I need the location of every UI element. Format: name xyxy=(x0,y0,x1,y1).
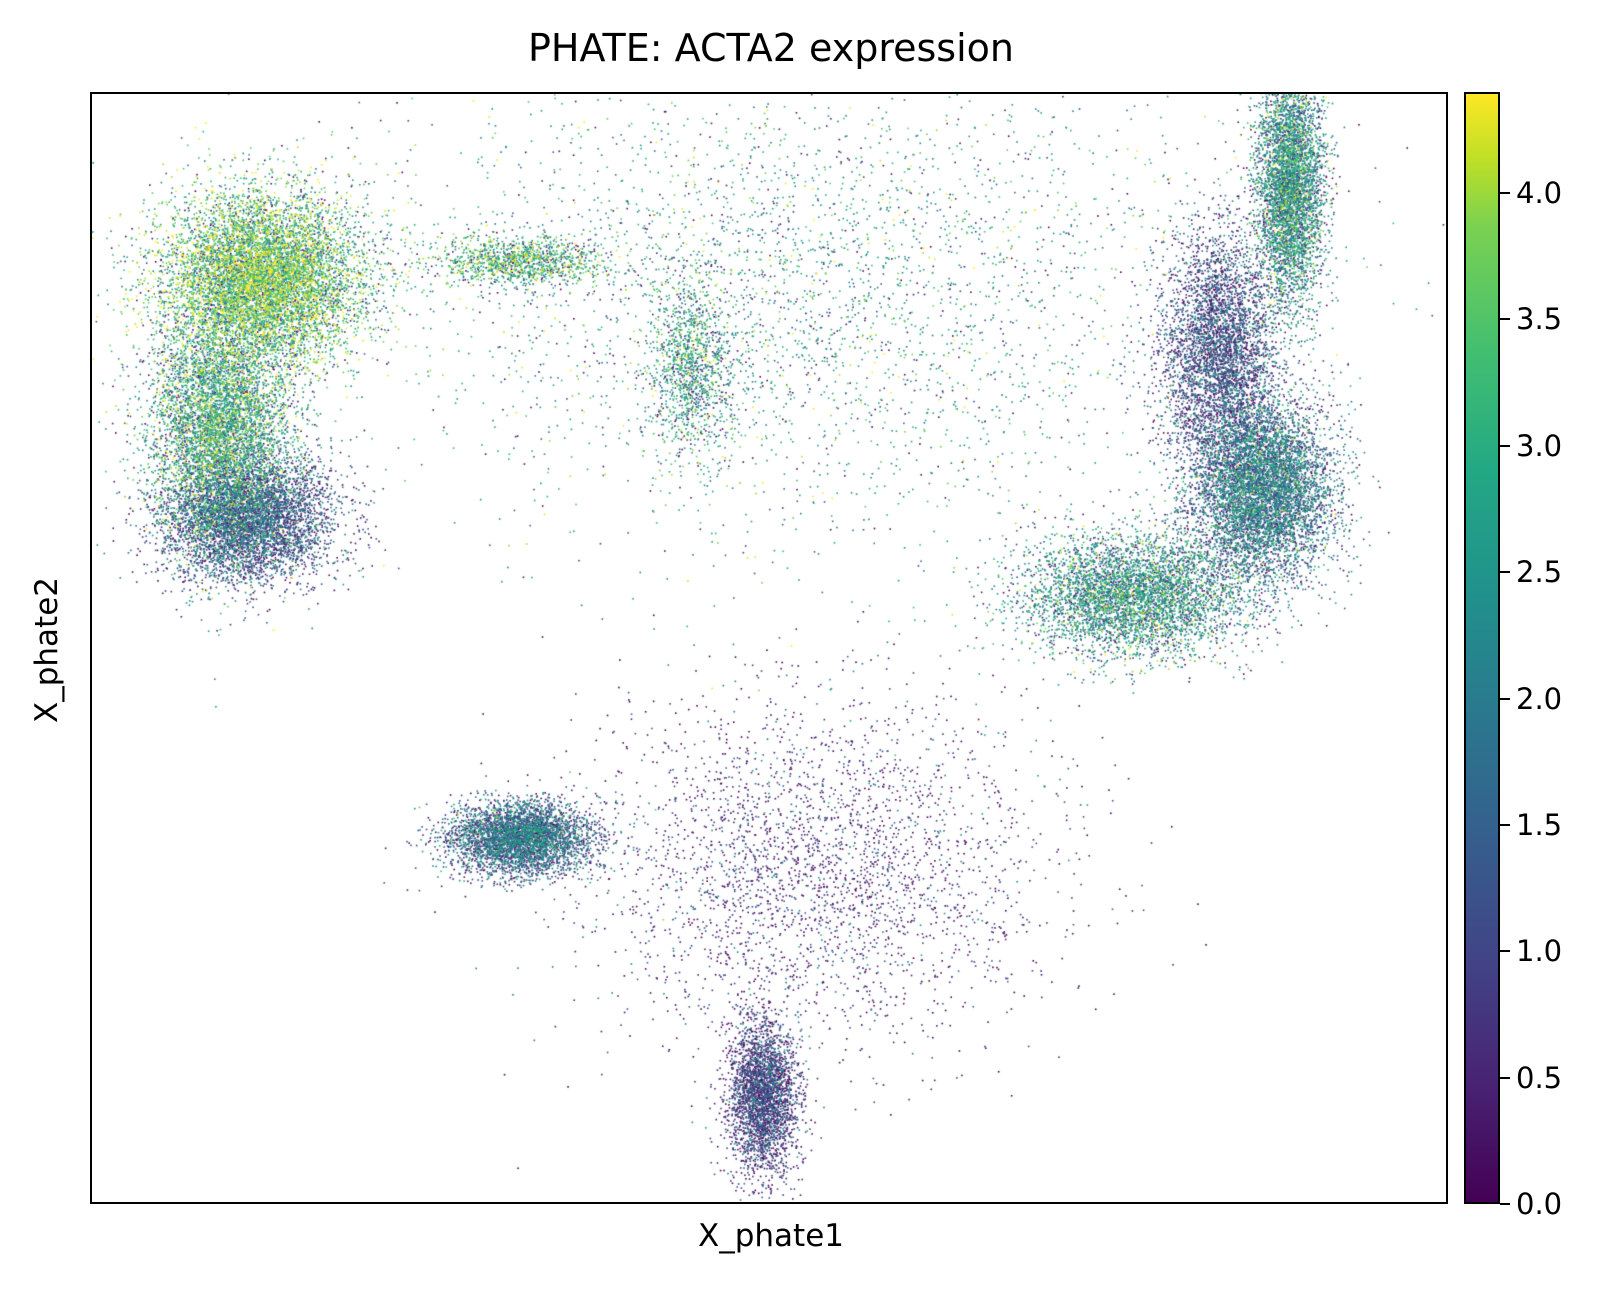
colorbar-tick-mark xyxy=(1500,318,1510,321)
colorbar-tick-label: 1.0 xyxy=(1516,934,1563,969)
colorbar-tick-label: 3.0 xyxy=(1516,428,1563,463)
colorbar-tick-label: 0.5 xyxy=(1516,1060,1563,1095)
scatter-points xyxy=(92,94,1446,1202)
colorbar-tick-label: 4.0 xyxy=(1516,176,1563,211)
chart-title: PHATE: ACTA2 expression xyxy=(528,26,1014,70)
colorbar-tick-mark xyxy=(1500,1076,1510,1079)
colorbar xyxy=(1464,92,1500,1204)
colorbar-tick-mark xyxy=(1500,697,1510,700)
colorbar-tick-mark xyxy=(1500,823,1510,826)
plot-area xyxy=(90,92,1448,1204)
colorbar-tick-label: 2.5 xyxy=(1516,555,1563,590)
colorbar-tick-mark xyxy=(1500,192,1510,195)
colorbar-ticks: 0.0 0.5 1.0 1.5 2.0 2.5 3.0 3.5 4.0 xyxy=(1500,92,1610,1221)
x-axis-label: X_phate1 xyxy=(697,1218,844,1254)
colorbar-tick-label: 3.5 xyxy=(1516,302,1563,337)
y-axis-label: X_phate2 xyxy=(29,576,65,724)
colorbar-tick-label: 1.5 xyxy=(1516,807,1563,842)
colorbar-tick-label: 0.0 xyxy=(1516,1187,1563,1221)
colorbar-tick-mark xyxy=(1500,571,1510,574)
colorbar-tick-label: 2.0 xyxy=(1516,681,1563,716)
colorbar-tick-mark xyxy=(1500,1203,1510,1205)
colorbar-tick-mark xyxy=(1500,444,1510,447)
colorbar-tick-mark xyxy=(1500,950,1510,953)
